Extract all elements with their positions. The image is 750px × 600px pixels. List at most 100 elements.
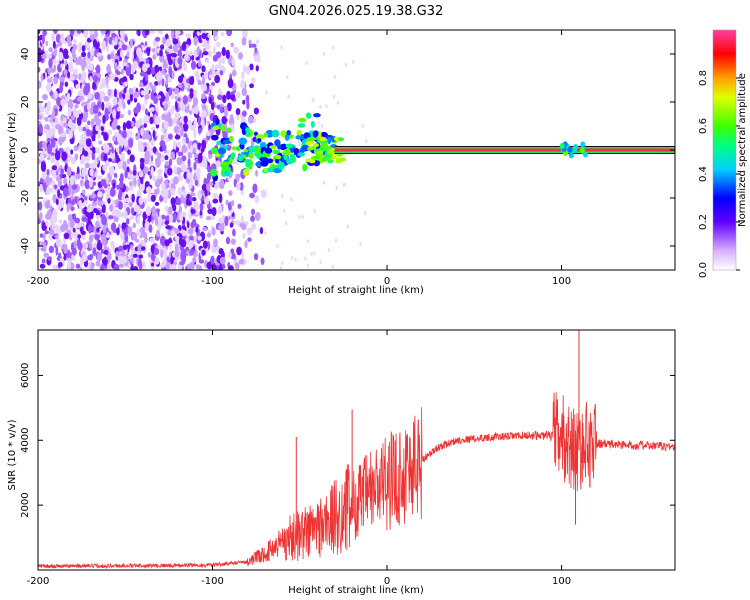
noise-speck bbox=[161, 189, 166, 198]
signal-blob bbox=[245, 127, 250, 133]
noise-speck bbox=[220, 106, 224, 114]
noise-speck bbox=[311, 98, 315, 103]
x-tick-label: 0 bbox=[384, 576, 390, 587]
noise-speck bbox=[194, 201, 199, 211]
noise-speck bbox=[165, 92, 170, 103]
noise-speck bbox=[50, 137, 56, 148]
noise-speck bbox=[165, 77, 169, 86]
signal-blob bbox=[327, 159, 334, 164]
noise-speck bbox=[49, 205, 53, 211]
noise-speck bbox=[344, 62, 348, 67]
noise-speck bbox=[110, 52, 115, 60]
signal-blob bbox=[272, 167, 282, 174]
noise-speck bbox=[199, 202, 204, 212]
noise-speck bbox=[188, 211, 192, 220]
noise-speck bbox=[86, 92, 93, 100]
noise-speck bbox=[144, 108, 149, 116]
noise-speck bbox=[100, 248, 105, 255]
noise-speck bbox=[133, 177, 137, 186]
noise-speck bbox=[76, 30, 82, 34]
noise-speck bbox=[250, 215, 255, 222]
noise-speck bbox=[109, 150, 116, 160]
noise-speck bbox=[160, 154, 166, 162]
noise-speck bbox=[265, 90, 268, 95]
noise-speck bbox=[86, 102, 91, 111]
noise-speck bbox=[150, 166, 154, 176]
signal-blob bbox=[229, 135, 234, 143]
noise-speck bbox=[201, 109, 208, 118]
snr-xlabel: Height of straight line (km) bbox=[288, 585, 424, 596]
signal-blob bbox=[259, 157, 269, 162]
noise-speck bbox=[112, 96, 118, 106]
noise-speck bbox=[63, 177, 68, 185]
noise-speck bbox=[93, 104, 99, 114]
noise-speck bbox=[306, 263, 310, 268]
noise-speck bbox=[289, 139, 292, 144]
noise-speck bbox=[304, 256, 307, 261]
noise-speck bbox=[193, 161, 197, 171]
noise-speck bbox=[207, 165, 212, 173]
y-tick-label: 4000 bbox=[20, 428, 31, 453]
noise-speck bbox=[138, 196, 144, 206]
noise-speck bbox=[132, 222, 137, 229]
colorbar-frame bbox=[712, 29, 737, 271]
noise-speck bbox=[211, 227, 216, 236]
noise-speck bbox=[192, 147, 197, 154]
noise-speck bbox=[128, 138, 134, 148]
noise-speck bbox=[38, 35, 42, 41]
noise-speck bbox=[94, 233, 100, 241]
noise-speck bbox=[102, 163, 108, 172]
noise-speck bbox=[254, 47, 258, 53]
x-tick-label: -200 bbox=[27, 576, 50, 587]
noise-speck bbox=[145, 47, 151, 54]
noise-speck bbox=[260, 189, 267, 198]
signal-blob bbox=[319, 137, 326, 142]
noise-speck bbox=[158, 66, 163, 71]
noise-speck bbox=[102, 115, 106, 125]
noise-speck bbox=[111, 32, 117, 38]
noise-speck bbox=[85, 138, 92, 147]
noise-speck bbox=[70, 233, 75, 239]
noise-speck bbox=[122, 160, 127, 171]
noise-speck bbox=[79, 257, 83, 267]
noise-speck bbox=[56, 176, 60, 182]
signal-blob bbox=[230, 152, 236, 159]
signal-blob bbox=[568, 152, 574, 159]
noise-speck bbox=[67, 214, 73, 220]
noise-speck bbox=[110, 187, 114, 196]
noise-speck bbox=[55, 33, 61, 44]
noise-speck bbox=[205, 215, 212, 221]
noise-speck bbox=[202, 51, 209, 56]
noise-speck bbox=[159, 235, 166, 247]
signal-blob bbox=[289, 156, 296, 164]
noise-speck bbox=[46, 168, 50, 176]
noise-speck bbox=[148, 191, 152, 201]
noise-speck bbox=[127, 109, 132, 116]
noise-speck bbox=[236, 91, 241, 99]
noise-speck bbox=[55, 237, 62, 248]
noise-speck bbox=[170, 229, 174, 237]
noise-speck bbox=[122, 222, 127, 229]
noise-speck bbox=[220, 31, 225, 37]
noise-speck bbox=[352, 60, 355, 65]
signal-blob bbox=[274, 154, 282, 160]
noise-speck bbox=[71, 198, 76, 206]
noise-speck bbox=[64, 81, 69, 87]
noise-speck bbox=[167, 168, 173, 176]
noise-speck bbox=[59, 83, 64, 94]
snr-frame bbox=[37, 329, 676, 571]
noise-speck bbox=[52, 194, 57, 204]
noise-speck bbox=[63, 122, 69, 128]
noise-speck bbox=[174, 228, 180, 235]
noise-speck bbox=[171, 70, 175, 80]
spectrogram-ylabel: Frequency (Hz) bbox=[7, 112, 18, 188]
noise-speck bbox=[122, 102, 126, 109]
signal-blob bbox=[274, 139, 281, 147]
noise-speck bbox=[115, 210, 122, 218]
noise-speck bbox=[104, 143, 110, 154]
noise-speck bbox=[91, 153, 96, 161]
noise-speck bbox=[104, 108, 109, 118]
noise-speck bbox=[242, 99, 246, 105]
noise-speck bbox=[144, 72, 148, 82]
